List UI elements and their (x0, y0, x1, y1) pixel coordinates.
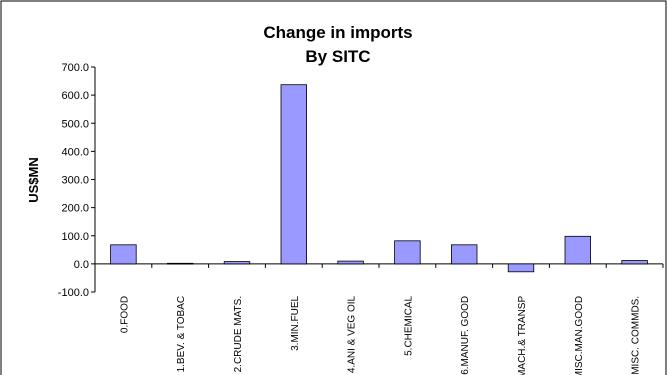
bar (621, 260, 648, 265)
x-tick-label: 6.MANUF. GOOD (460, 296, 471, 375)
chart-title: Change in imports (263, 23, 412, 42)
x-tick-label: 8.MISC.MAN.GOOD (574, 296, 585, 375)
x-tick-label: 2.CRUDE MATS. (233, 296, 244, 373)
y-tick-label: 200.0 (61, 203, 89, 215)
bar (507, 263, 535, 273)
chart-subtitle: By SITC (305, 47, 370, 66)
y-tick-label: -100.0 (58, 287, 89, 299)
bar (110, 244, 137, 265)
y-tick-label: 100.0 (61, 231, 89, 243)
y-tick-label: 400.0 (61, 146, 89, 158)
x-tick-label: 4.ANI & VEG OIL (347, 295, 358, 373)
x-tick-label: 5.CHEMICAL (403, 295, 414, 355)
y-tick-label: 300.0 (61, 175, 89, 187)
y-tick-label: 700.0 (61, 62, 89, 74)
y-tick-label: 0.0 (74, 259, 89, 271)
x-tick-label: 9.MISC. COMMDS. (631, 296, 642, 375)
y-tick-label: 600.0 (61, 90, 89, 102)
bar (564, 235, 592, 265)
bar (223, 261, 251, 265)
bar (166, 262, 194, 265)
bar (394, 240, 421, 265)
x-tick-label: 0.FOOD (119, 296, 130, 333)
y-axis-label: US$MN (26, 157, 41, 203)
bar (280, 84, 308, 265)
bar (337, 260, 364, 265)
y-tick-label: 500.0 (61, 118, 89, 130)
x-tick-label: 1.BEV. & TOBAC (176, 296, 187, 373)
plot-area: 700.0 600.0 500.0 400.0 300.0 200.0 100.0 0.0 -1… (58, 62, 664, 375)
x-tick-label: 3.MIN.FUEL (290, 295, 301, 350)
bar (450, 244, 478, 265)
x-tick-label: 7.MACH.& TRANSP (517, 296, 528, 375)
